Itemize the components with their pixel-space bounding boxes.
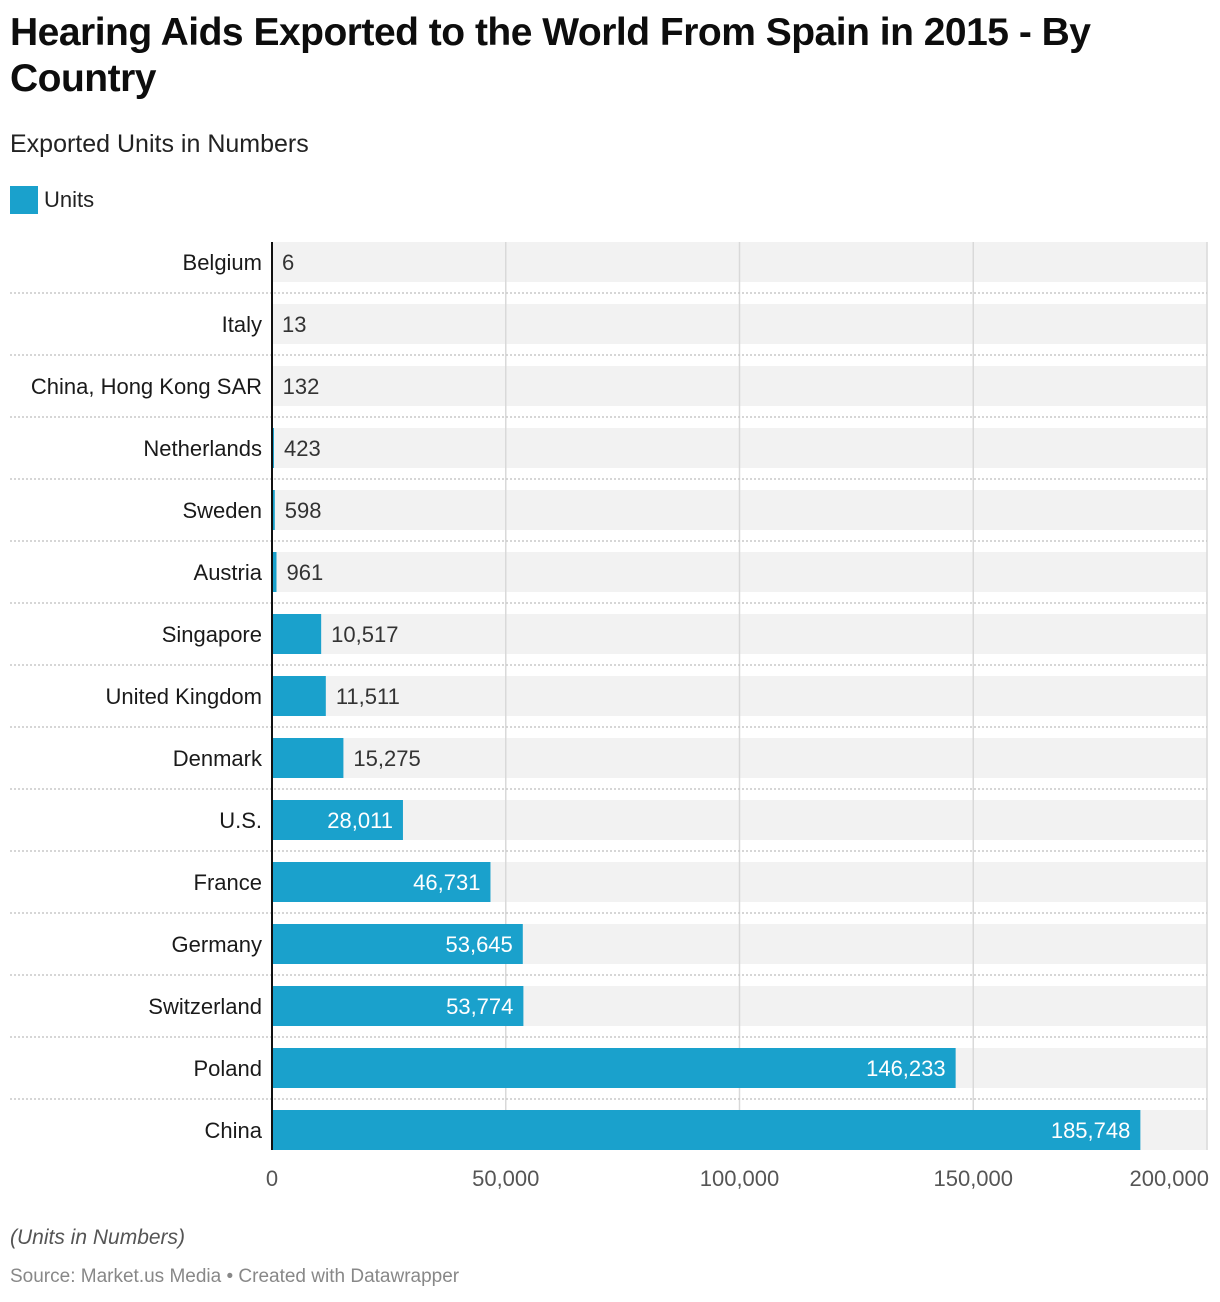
legend-swatch bbox=[10, 186, 38, 214]
value-label: 13 bbox=[282, 312, 306, 337]
value-label: 6 bbox=[282, 250, 294, 275]
bar bbox=[272, 676, 326, 716]
category-label: Netherlands bbox=[143, 436, 262, 461]
value-label: 11,511 bbox=[336, 684, 400, 709]
value-label: 132 bbox=[283, 374, 320, 399]
category-label: China, Hong Kong SAR bbox=[31, 374, 262, 399]
bar bbox=[272, 614, 322, 654]
legend-label: Units bbox=[44, 187, 95, 212]
bar bbox=[272, 490, 275, 530]
x-tick-label: 200,000 bbox=[1129, 1166, 1209, 1191]
value-label: 423 bbox=[284, 436, 321, 461]
chart-notes: (Units in Numbers) bbox=[10, 1226, 186, 1249]
bar-chart: Belgium 6 Italy 13 China, Hong Kong SAR 132 Ne… bbox=[10, 242, 1209, 1191]
x-tick-label: 50,000 bbox=[472, 1166, 539, 1191]
bar bbox=[272, 1048, 956, 1088]
x-tick-label: 100,000 bbox=[700, 1166, 780, 1191]
value-label: 53,645 bbox=[445, 932, 512, 957]
chart-title: Hearing Aids Exported to the World From … bbox=[10, 11, 1091, 100]
category-label: Italy bbox=[222, 312, 262, 337]
x-tick-label: 150,000 bbox=[933, 1166, 1013, 1191]
category-label: France bbox=[194, 870, 262, 895]
bar bbox=[272, 924, 523, 964]
x-tick-label: 0 bbox=[266, 1166, 278, 1191]
category-label: Singapore bbox=[162, 622, 262, 647]
bar bbox=[272, 738, 344, 778]
category-label: Poland bbox=[193, 1056, 262, 1081]
value-label: 146,233 bbox=[866, 1056, 946, 1081]
bar bbox=[272, 1110, 1141, 1150]
bar bbox=[272, 552, 277, 592]
legend: Units bbox=[10, 186, 94, 214]
category-label: Switzerland bbox=[148, 994, 262, 1019]
chart-source: Source: Market.us Media • Created with D… bbox=[10, 1266, 460, 1287]
value-label: 961 bbox=[286, 560, 323, 585]
value-label: 46,731 bbox=[413, 870, 480, 895]
value-label: 10,517 bbox=[331, 622, 398, 647]
category-label: United Kingdom bbox=[105, 684, 262, 709]
category-label: Sweden bbox=[182, 498, 262, 523]
bar bbox=[272, 800, 403, 840]
value-label: 185,748 bbox=[1051, 1118, 1131, 1143]
category-label: Austria bbox=[194, 560, 263, 585]
category-label: U.S. bbox=[219, 808, 262, 833]
category-label: China bbox=[205, 1118, 263, 1143]
value-label: 598 bbox=[285, 498, 322, 523]
value-label: 53,774 bbox=[446, 994, 513, 1019]
bar bbox=[272, 986, 524, 1026]
value-label: 15,275 bbox=[353, 746, 420, 771]
category-label: Germany bbox=[172, 932, 262, 957]
category-label: Belgium bbox=[183, 250, 262, 275]
value-label: 28,011 bbox=[327, 808, 393, 833]
category-label: Denmark bbox=[173, 746, 263, 771]
bar bbox=[272, 862, 491, 902]
chart-subtitle: Exported Units in Numbers bbox=[10, 130, 309, 158]
